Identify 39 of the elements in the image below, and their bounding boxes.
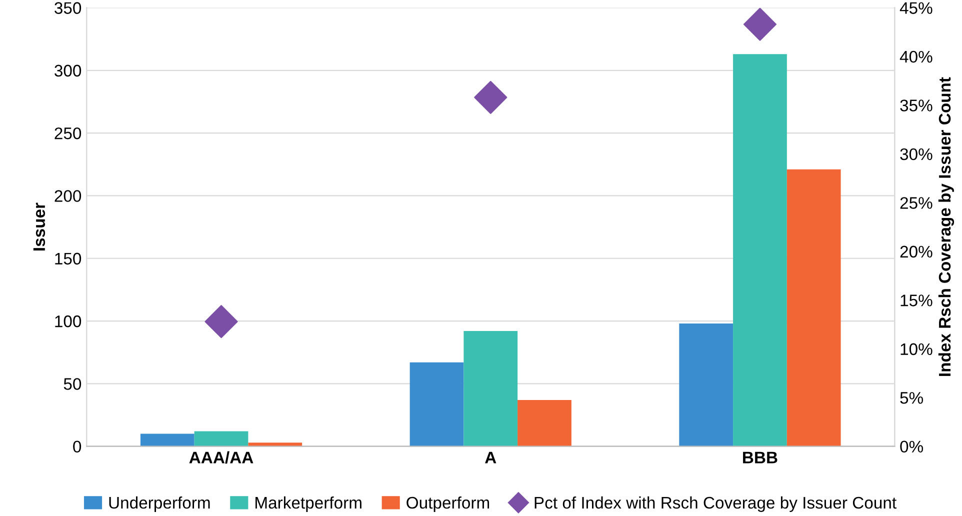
y2-tick-label: 10% [900,343,932,356]
bar [410,362,464,446]
point [474,80,508,114]
bar [464,331,518,446]
y2-tick-label: 35% [900,100,932,112]
y2-tick-label: 5% [900,392,924,404]
y-tick-label: 350 [54,2,82,14]
y-tick-label: 50 [64,378,82,390]
y-axis-title: Issuer [33,202,46,250]
y2-tick-label: 20% [900,246,932,258]
bar [194,431,248,446]
x-tick-label: AAA/AA [189,451,254,464]
y2-tick-label: 45% [900,2,932,14]
y2-tick-label: 25% [900,197,932,209]
x-tick-label: BBB [743,452,778,464]
point [743,8,777,41]
x-tick-label: A [485,452,496,464]
y2-tick-label: 40% [900,50,932,63]
bar [786,169,841,446]
y-tick-label: 100 [55,315,82,328]
bar [733,54,787,446]
y2-tick-label: 0% [900,440,924,453]
bar [140,434,194,446]
y2-axis-title: Index Rsch Coverage by Issuer Count [938,77,954,376]
y-tick-label: 300 [54,64,82,77]
y-tick-label: 150 [55,252,82,265]
y-tick-label: 200 [54,190,82,202]
bar [248,442,302,446]
legend-label: Underperform [109,496,210,512]
legend-label: Pct of Index with Rsch Coverage by Issuer Count [534,496,896,512]
legend-label: Outperform [406,496,490,512]
point [204,305,238,338]
y2-tick-label: 30% [900,148,932,160]
bar [518,400,572,446]
y-tick-label: 250 [54,127,82,140]
y2-tick-label: 15% [900,294,932,306]
bar [679,324,734,446]
legend-label: Marketperform [256,496,362,512]
y-tick-label: 0 [73,440,82,453]
